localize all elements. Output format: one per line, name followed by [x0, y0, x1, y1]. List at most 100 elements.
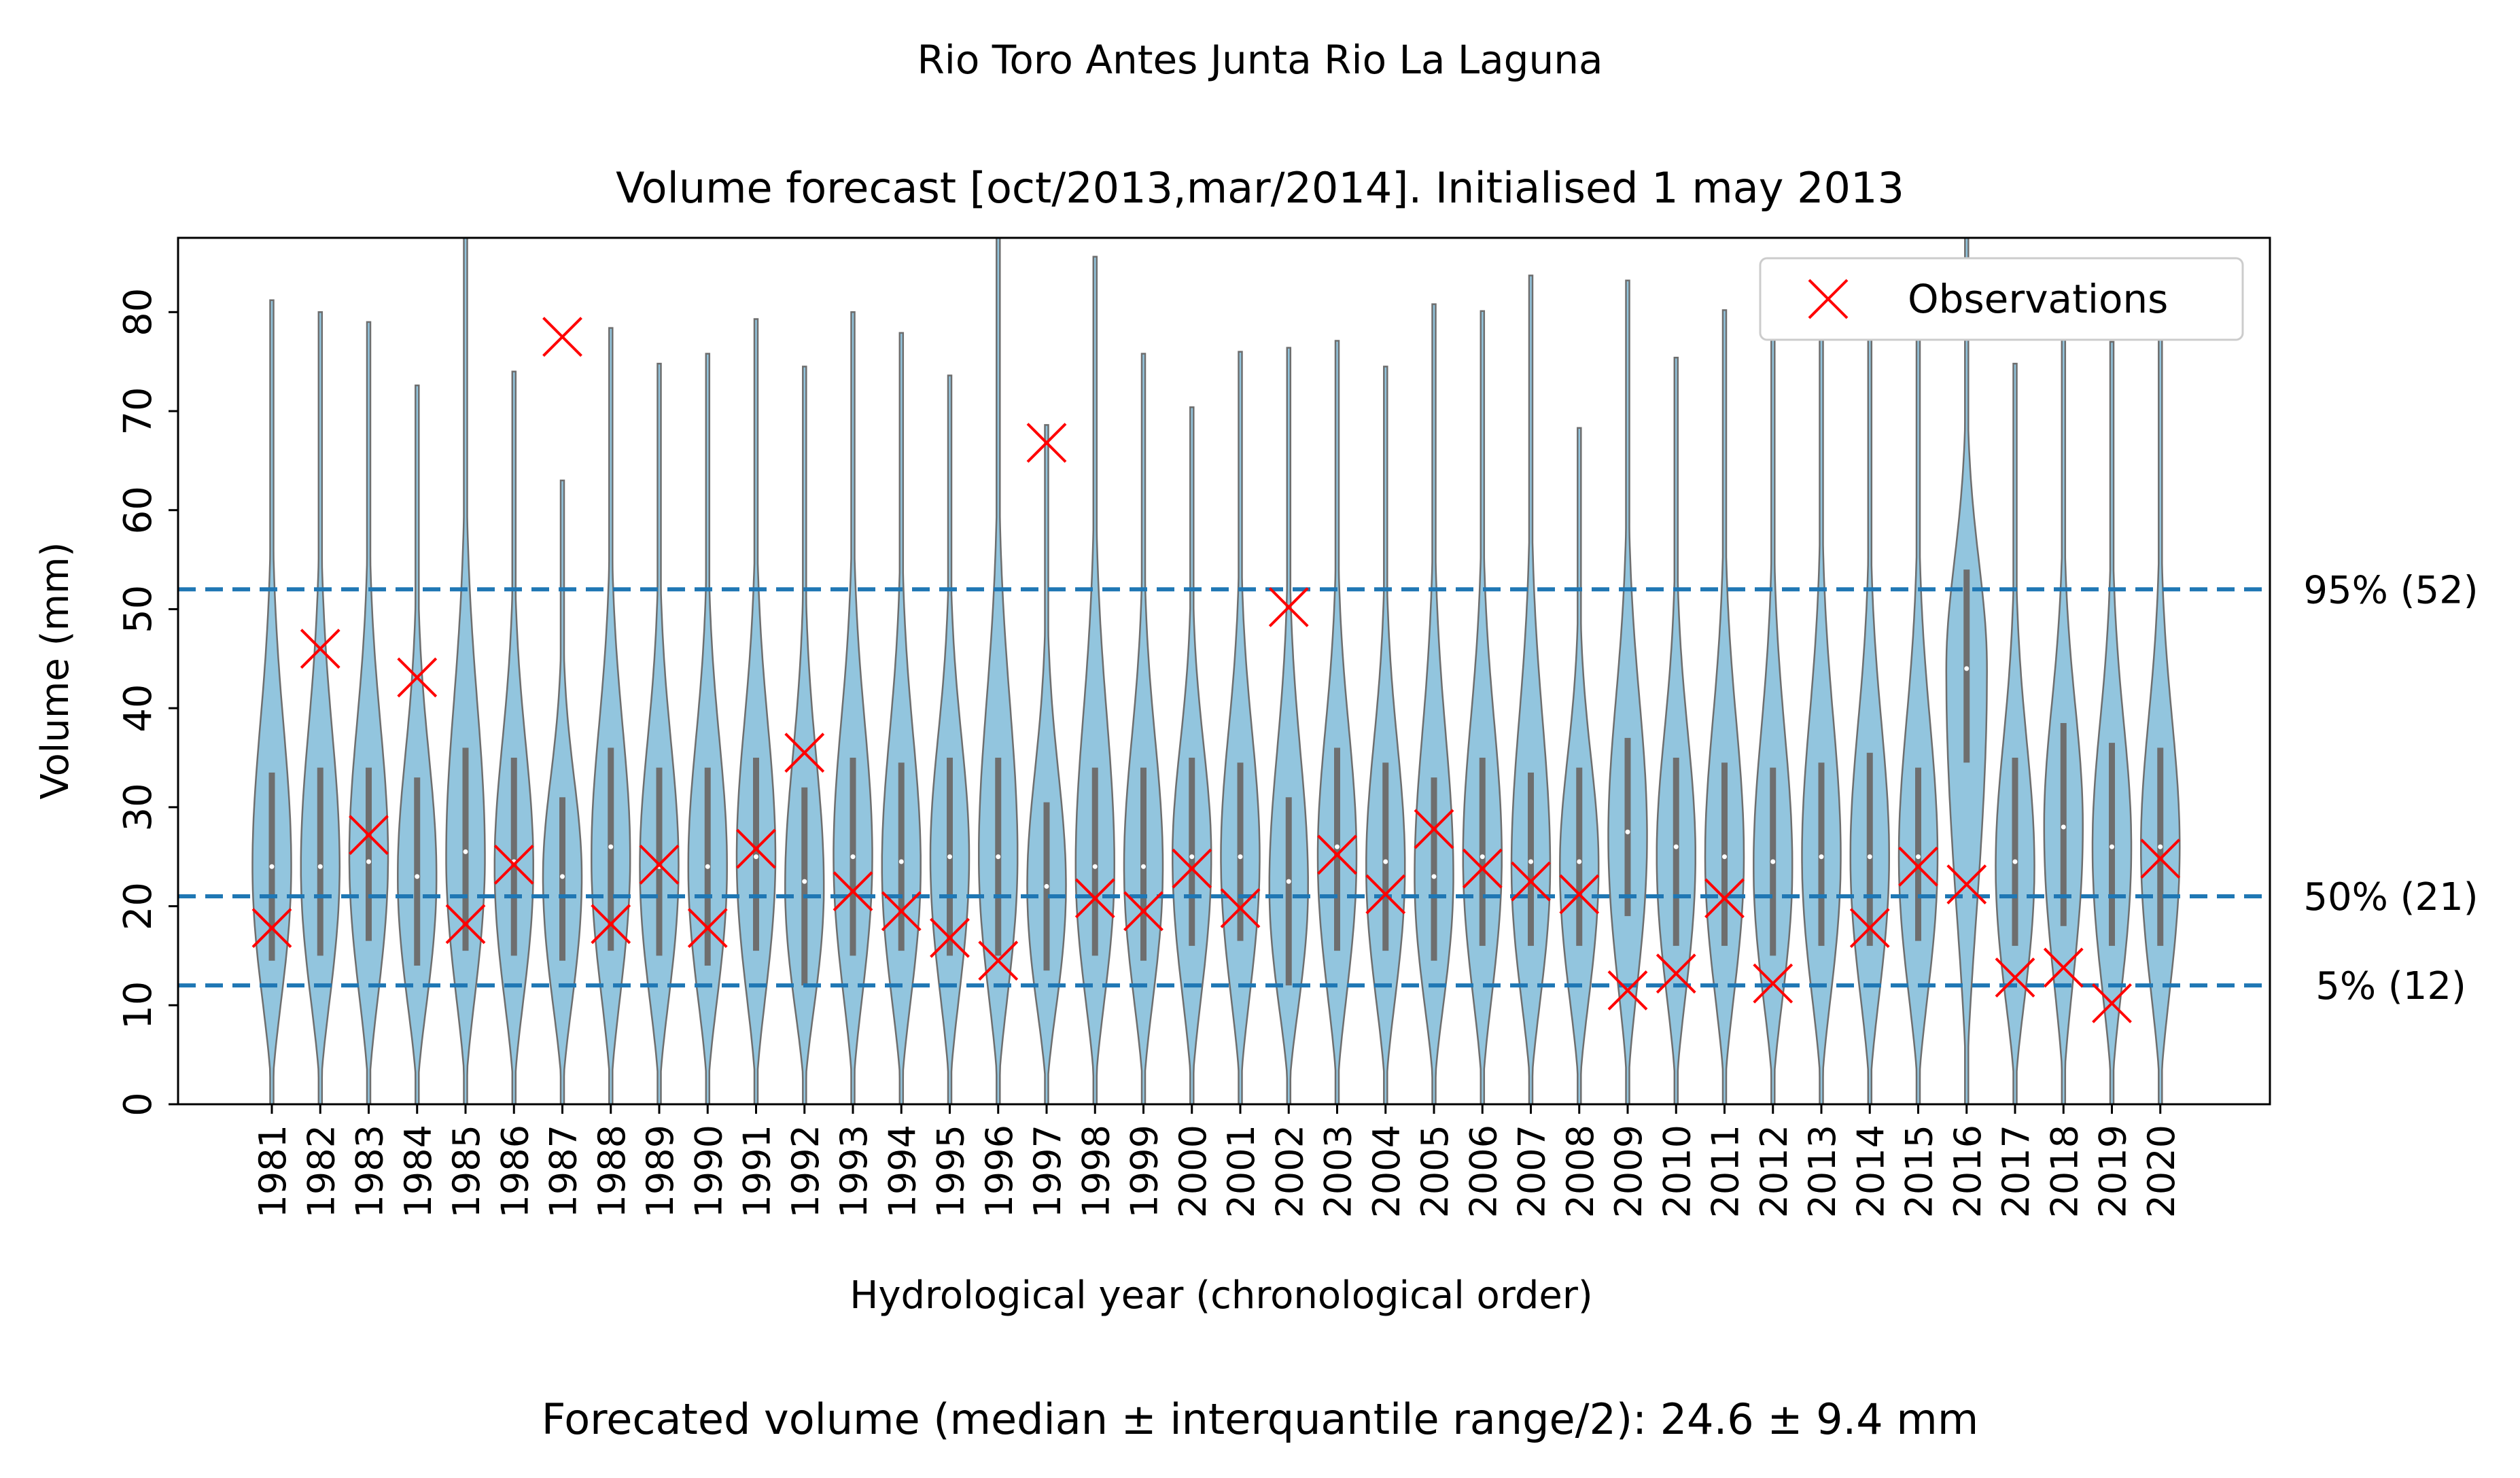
y-tick-label: 80	[116, 288, 160, 336]
violin-2005	[1414, 303, 1454, 1106]
violin-median-dot	[1915, 854, 1921, 860]
violin-body	[1414, 303, 1454, 1106]
violin-body	[542, 479, 583, 1106]
violin-2008	[1559, 427, 1600, 1106]
legend-box	[1759, 257, 2244, 341]
violin-2011	[1704, 309, 1745, 1106]
violin-body	[1801, 291, 1842, 1106]
violin-median-dot	[801, 878, 808, 885]
observation-marker	[1753, 963, 1793, 1004]
observation-marker	[1995, 957, 2035, 998]
x-tick-label: 2018	[2043, 1125, 2086, 1218]
y-tick-label: 30	[116, 783, 160, 831]
observation-marker	[1462, 848, 1503, 889]
legend-label: Observations	[1908, 276, 2168, 322]
violin-body	[445, 236, 486, 1106]
violin-2010	[1656, 357, 1696, 1106]
violin-2006	[1462, 310, 1503, 1106]
violin-median-dot	[1528, 858, 1534, 865]
violin-median-dot	[608, 843, 614, 850]
violin-median-dot	[366, 858, 372, 865]
x-tick-label: 1991	[736, 1125, 779, 1218]
observation-marker	[978, 940, 1019, 981]
violin-1982	[300, 311, 341, 1106]
violin-body	[397, 384, 438, 1106]
x-tick-label: 2012	[1753, 1125, 1796, 1218]
violin-1990	[687, 353, 728, 1106]
x-tick-label: 1995	[930, 1125, 973, 1218]
violin-median-dot	[1285, 878, 1292, 885]
violin-body	[251, 299, 292, 1106]
violin-body	[929, 374, 970, 1106]
violin-body	[1607, 279, 1648, 1106]
violin-body	[735, 318, 777, 1106]
x-tick-label: 2019	[2092, 1125, 2135, 1218]
violin-2017	[1995, 362, 2035, 1106]
violin-1991	[735, 318, 777, 1106]
violin-median-dot	[850, 854, 856, 860]
violin-body	[493, 370, 534, 1106]
violin-median-dot	[2157, 843, 2164, 850]
x-tick-label: 2015	[1898, 1125, 1941, 1218]
x-tick-label: 2004	[1365, 1125, 1408, 1218]
x-tick-label: 2001	[1220, 1125, 1263, 1218]
violin-body	[1026, 424, 1067, 1106]
violin-body	[1268, 347, 1309, 1106]
violin-1999	[1123, 353, 1164, 1106]
violin-2019	[2091, 340, 2133, 1106]
x-tick-label: 1994	[881, 1125, 924, 1218]
violin-median-dot	[1479, 854, 1486, 860]
violin-median-dot	[753, 854, 759, 860]
chart-footer: Forecated volume (median ± interquantile…	[542, 1394, 1978, 1444]
y-tick-label: 20	[116, 882, 160, 930]
violin-1983	[348, 321, 389, 1106]
y-tick-label: 0	[116, 1092, 160, 1116]
violin-body	[2091, 340, 2133, 1106]
observation-marker	[1026, 423, 1067, 463]
violin-body	[784, 366, 825, 1106]
chart-suptitle: Rio Toro Antes Junta Rio La Laguna	[917, 37, 1603, 83]
observation-marker	[542, 317, 582, 357]
violin-median-dot	[1721, 854, 1728, 860]
observation-marker	[1220, 888, 1261, 928]
y-tick-label: 50	[116, 585, 160, 633]
violin-body	[1365, 366, 1406, 1106]
x-tick-label: 2010	[1656, 1125, 1698, 1218]
observation-marker	[687, 908, 728, 949]
violin-body	[833, 311, 873, 1106]
violin-1988	[591, 327, 631, 1106]
observation-marker	[397, 657, 438, 698]
violin-body	[1704, 309, 1745, 1106]
violin-body	[881, 332, 922, 1106]
violin-median-dot	[1673, 843, 1679, 850]
violin-body	[1074, 256, 1115, 1106]
violin-body	[639, 362, 680, 1106]
violin-median-dot	[1624, 828, 1631, 835]
x-tick-label: 1985	[445, 1125, 488, 1218]
violin-2020	[2140, 331, 2181, 1106]
observation-marker	[1511, 861, 1551, 902]
plot-frame	[177, 236, 2271, 1106]
violin-2001	[1220, 351, 1261, 1106]
violin-2016	[1945, 236, 1988, 1106]
violin-1987	[542, 479, 583, 1106]
observation-marker	[2043, 947, 2084, 988]
x-tick-label: 1989	[639, 1125, 682, 1218]
violin-body	[2043, 335, 2084, 1106]
reference-lines	[178, 587, 2270, 988]
chart-title: Volume forecast [oct/2013,mar/2014]. Ini…	[616, 163, 1904, 213]
x-tick-label: 1981	[251, 1125, 294, 1218]
violin-body	[1316, 340, 1358, 1106]
violin-body	[1559, 427, 1600, 1106]
violin-group	[251, 236, 2181, 1106]
x-tick-label: 2003	[1317, 1125, 1360, 1218]
observation-marker	[445, 904, 486, 945]
observation-marker	[591, 904, 631, 945]
violin-1989	[639, 362, 680, 1106]
x-tick-label: 1988	[591, 1125, 633, 1218]
violin-median-dot	[947, 854, 953, 860]
observation-marker	[1607, 970, 1648, 1010]
violin-body	[1220, 351, 1261, 1106]
violin-median-dot	[1043, 883, 1050, 890]
